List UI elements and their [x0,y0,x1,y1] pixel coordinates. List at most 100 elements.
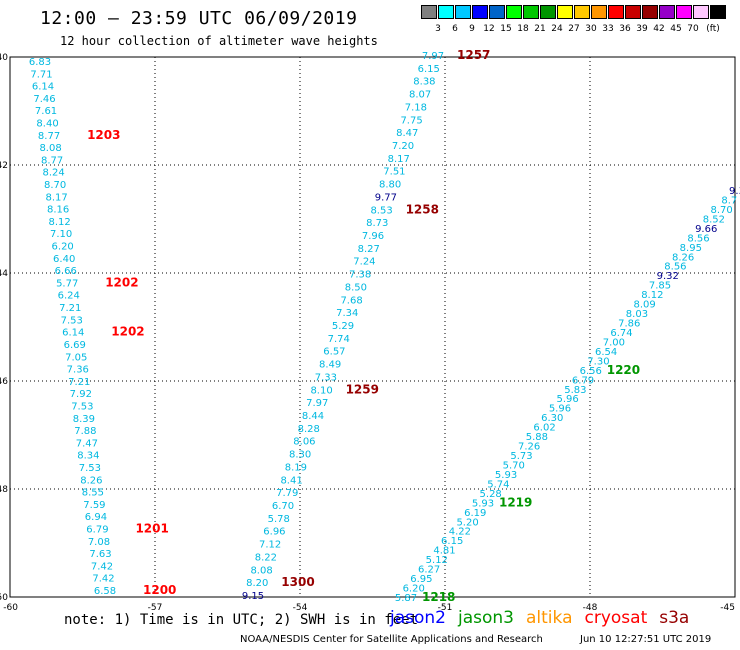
wave-height-label: 5.12 [426,555,448,566]
wave-height-label: 6.24 [58,291,80,302]
scale-swatch [540,5,556,19]
wave-height-label: 6.74 [610,328,632,339]
wave-height-label: 7.71 [30,69,52,80]
wave-height-label: 7.53 [79,463,101,474]
wave-height-label: 8.30 [289,450,311,461]
scale-swatch [676,5,692,19]
wave-height-label: 8.09 [633,300,655,311]
scale-swatch [659,5,675,19]
legend-item: s3a [659,608,690,628]
wave-height-label: 7.30 [587,356,609,367]
wave-height-label: 8.28 [298,424,320,435]
wave-height-label: 7.10 [50,229,72,240]
wave-height-label: 7.86 [618,319,640,330]
wave-height-label: 5.88 [526,432,548,443]
wave-height-label: 4.22 [449,527,471,538]
wave-height-label: 5.93 [495,470,517,481]
scale-swatch [591,5,607,19]
scale-swatch [608,5,624,19]
scale-swatch [710,5,726,19]
wave-height-label: 7.05 [65,352,87,363]
wave-height-label: 7.38 [349,270,371,281]
wave-height-label: 4.81 [433,546,455,557]
wave-height-label: 5.29 [332,321,354,332]
scale-swatch [489,5,505,19]
wave-height-label: 8.24 [42,168,64,179]
scale-label: 45 [670,24,682,34]
lon-tick-label: -60 [3,603,18,613]
wave-height-label: 9.32 [657,271,679,282]
scale-unit: (ft) [706,24,720,34]
wave-height-label: 8.49 [319,360,341,371]
wave-height-label: 8.73 [366,218,388,229]
wave-height-label: 6.95 [410,574,432,585]
wave-height-label: 7.47 [76,438,98,449]
wave-height-label: 9.66 [695,224,717,235]
wave-height-label: 8.34 [77,451,99,462]
scale-swatch [557,5,573,19]
time-label: 1218 [422,590,455,604]
wave-height-label: 8.53 [370,205,392,216]
footer-organization: NOAA/NESDIS Center for Satellite Applica… [240,634,543,645]
wave-height-label: 5.93 [472,498,494,509]
wave-height-label: 5.74 [487,479,509,490]
wave-height-label: 8.22 [255,552,277,563]
wave-height-label: 8.50 [345,282,367,293]
wave-height-label: 7.92 [70,389,92,400]
lat-tick-label: -44 [0,269,8,279]
wave-height-label: 8.41 [280,475,302,486]
wave-height-label: 8.40 [36,119,58,130]
wave-height-label: 8.77 [41,155,63,166]
wave-height-label: 5.96 [549,404,571,415]
wave-height-label: 7.61 [35,106,57,117]
time-label: 1200 [143,583,176,597]
time-label: 1203 [87,128,120,142]
wave-height-label: 5.28 [480,489,502,500]
wave-height-label: 7.12 [259,540,281,551]
wave-height-label: 7.53 [61,315,83,326]
wave-height-label: 8.03 [626,309,648,320]
scale-swatch [472,5,488,19]
wave-height-label: 7.20 [392,141,414,152]
wave-height-label: 6.02 [533,423,555,434]
wave-height-label: 7.21 [59,303,81,314]
wave-height-label: 8.16 [47,205,69,216]
wave-height-label: 6.83 [29,57,51,68]
wave-height-label: 8.19 [285,462,307,473]
wave-height-label: 7.24 [353,257,375,268]
legend-item: altika [526,608,573,628]
wave-height-label: 7.59 [83,500,105,511]
wave-height-label: 8.56 [664,262,686,273]
lat-tick-label: -40 [0,53,8,63]
wave-height-label: 8.06 [293,437,315,448]
wave-height-label: 7.18 [405,102,427,113]
wave-height-label: 6.94 [85,512,107,523]
wave-height-label: 6.19 [464,508,486,519]
legend-item: cryosat [584,608,648,628]
wave-height-label: 7.26 [518,442,540,453]
wave-height-label: 7.34 [336,308,358,319]
wave-height-label: 8.77 [38,131,60,142]
wave-height-label: 8.12 [49,217,71,228]
wave-height-label: 8.52 [703,214,725,225]
scale-swatch [421,5,437,19]
wave-height-label: 6.27 [418,565,440,576]
wave-height-label: 6.79 [572,375,594,386]
scale-label: 39 [636,24,648,34]
wave-height-label: 6.40 [53,254,75,265]
scale-swatch [523,5,539,19]
wave-height-label: 6.66 [55,266,77,277]
wave-height-label: 8.20 [246,578,268,589]
chart-subtitle: 12 hour collection of altimeter wave hei… [60,34,378,48]
wave-height-label: 6.14 [32,82,54,93]
wave-height-label: 7.21 [68,377,90,388]
wave-height-label: 5.83 [564,385,586,396]
scale-label: 18 [517,24,529,34]
wave-height-label: 8.26 [672,252,694,263]
wave-height-label: 8.10 [310,385,332,396]
wave-height-label: 5.78 [268,514,290,525]
legend-item: jason3 [458,608,514,628]
lon-tick-label: -57 [148,603,163,613]
units-note: note: 1) Time is in UTC; 2) SWH is in fe… [64,612,419,628]
map-frame [9,56,736,598]
